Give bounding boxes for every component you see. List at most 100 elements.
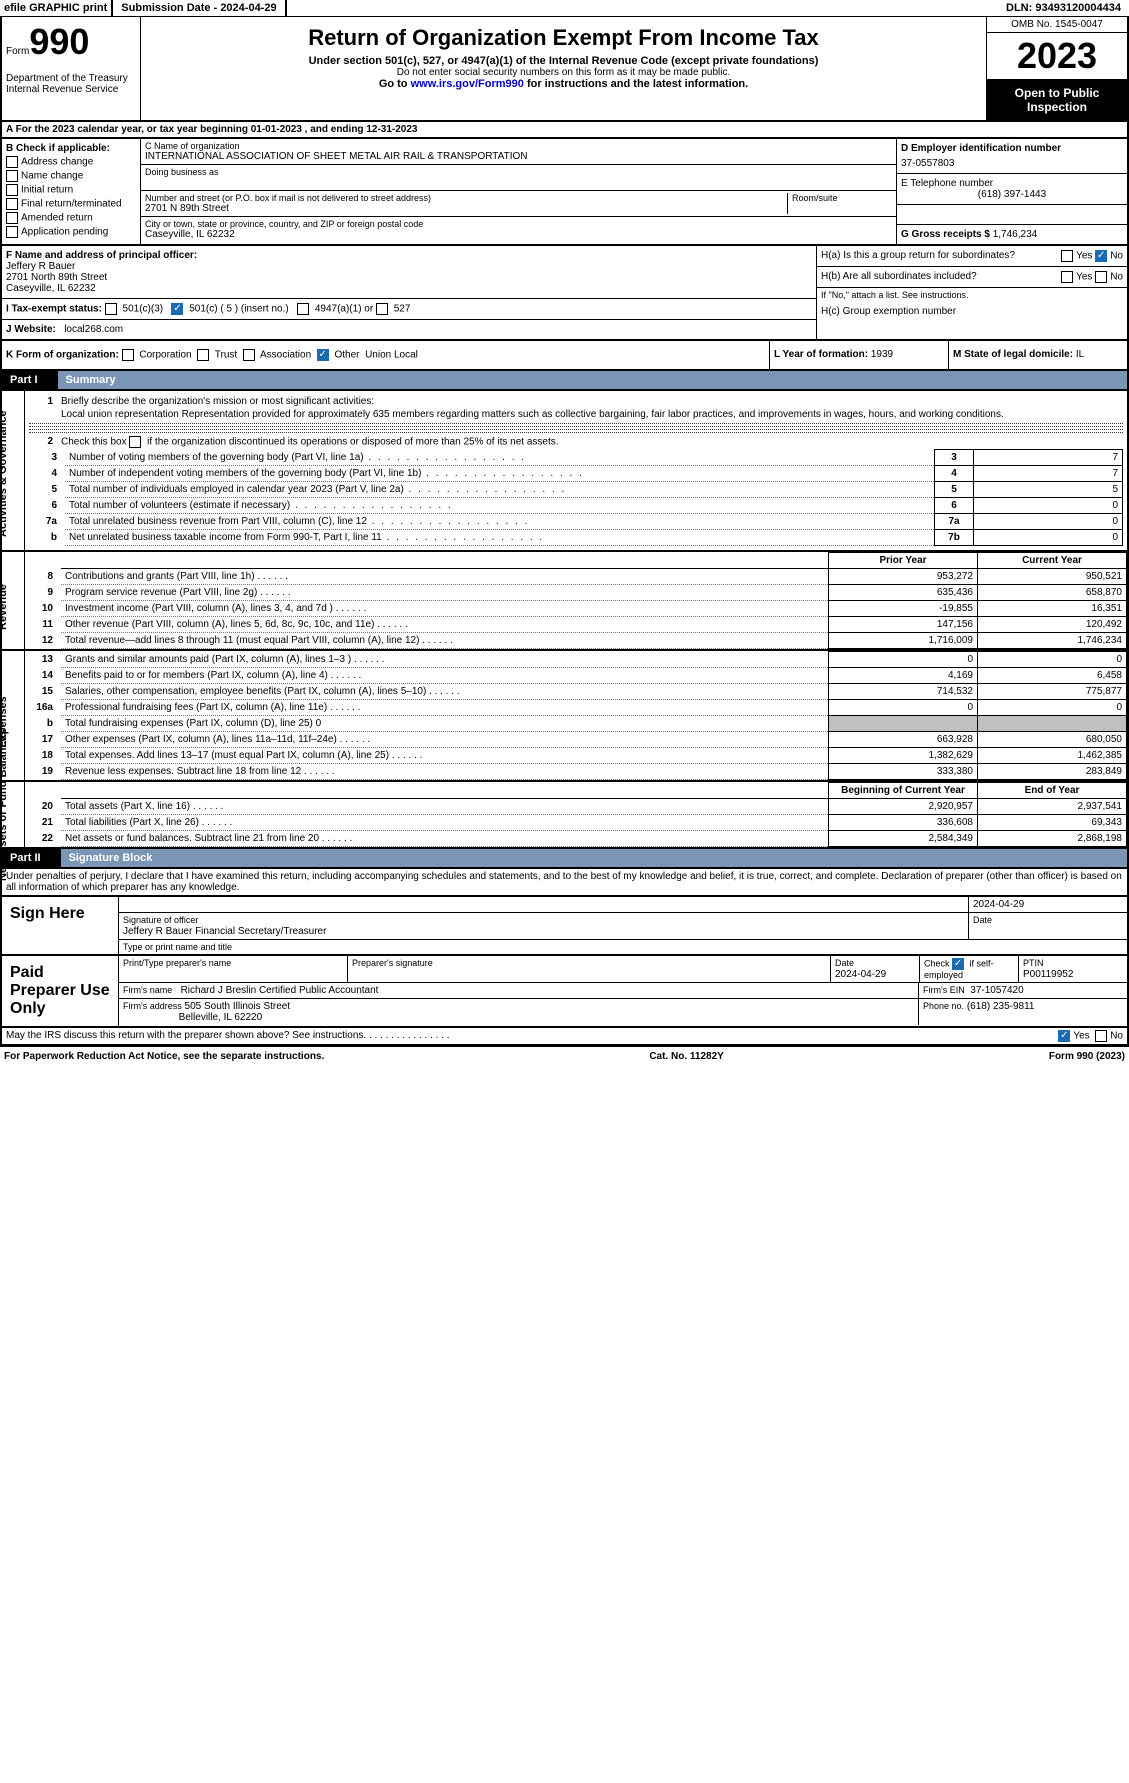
firm-city: Belleville, IL 62220 <box>179 1012 263 1023</box>
checkbox-checked-icon[interactable]: ✓ <box>952 958 964 970</box>
opt-final-return[interactable]: Final return/terminated <box>6 198 136 210</box>
expenses-table: 13 Grants and similar amounts paid (Part… <box>25 651 1127 780</box>
checkbox-icon[interactable] <box>105 303 117 315</box>
hb-label: H(b) Are all subordinates included? <box>821 271 977 283</box>
discuss-text: May the IRS discuss this return with the… <box>6 1030 450 1042</box>
form-header: Form990 Department of the Treasury Inter… <box>0 17 1129 122</box>
discuss-row: May the IRS discuss this return with the… <box>0 1028 1129 1046</box>
prior-value: 4,169 <box>829 668 978 684</box>
prep-sig-label: Preparer's signature <box>348 956 831 982</box>
cat-number: Cat. No. 11282Y <box>649 1051 723 1062</box>
checkbox-icon[interactable] <box>243 349 255 361</box>
section-fh: F Name and address of principal officer:… <box>0 246 1129 341</box>
officer-name-title: Jeffery R Bauer Financial Secretary/Trea… <box>123 926 326 937</box>
opt-address-change[interactable]: Address change <box>6 156 136 168</box>
submission-date: Submission Date - 2024-04-29 <box>111 0 286 16</box>
tax-year: 2023 <box>987 33 1127 80</box>
no-label: No <box>1110 251 1123 262</box>
line-desc: Other expenses (Part IX, column (A), lin… <box>61 732 829 748</box>
row-k-label: K Form of organization: <box>6 350 119 361</box>
checkbox-icon <box>6 170 18 182</box>
vert-label-ag: Activities & Governance <box>2 391 25 550</box>
line-desc: Investment income (Part VIII, column (A)… <box>61 601 829 617</box>
line-num: 20 <box>25 799 61 815</box>
opt-application-pending[interactable]: Application pending <box>6 226 136 238</box>
prior-value: 714,532 <box>829 684 978 700</box>
header-sub2: Do not enter social security numbers on … <box>145 67 982 78</box>
checkbox-icon[interactable] <box>1095 1030 1107 1042</box>
col-header-current: End of Year <box>978 783 1127 799</box>
opt-initial-return[interactable]: Initial return <box>6 184 136 196</box>
current-value: 69,343 <box>978 815 1127 831</box>
line-value: 7 <box>974 466 1123 482</box>
current-value: 0 <box>978 652 1127 668</box>
sign-date: 2024-04-29 <box>969 897 1127 912</box>
ptin-value: P00119952 <box>1023 969 1073 980</box>
col-header-current: Current Year <box>978 553 1127 569</box>
firm-ein: 37-1057420 <box>970 985 1023 996</box>
opt-amended-return[interactable]: Amended return <box>6 212 136 224</box>
hc-label: H(c) Group exemption number <box>817 302 1127 321</box>
opt-label: Address change <box>21 157 93 168</box>
checkbox-checked-icon[interactable]: ✓ <box>171 303 183 315</box>
checkbox-checked-icon[interactable]: ✓ <box>1058 1030 1070 1042</box>
officer-city: Caseyville, IL 62232 <box>6 283 96 294</box>
line-desc: Grants and similar amounts paid (Part IX… <box>61 652 829 668</box>
yes-label: Yes <box>1076 251 1092 262</box>
dept-label: Department of the Treasury Internal Reve… <box>6 73 136 95</box>
part-i-header: Part I Summary <box>0 371 1129 391</box>
line-desc: Total expenses. Add lines 13–17 (must eq… <box>61 748 829 764</box>
line-value: 0 <box>974 514 1123 530</box>
current-value: 283,849 <box>978 764 1127 780</box>
checkbox-checked-icon[interactable]: ✓ <box>1095 250 1107 262</box>
ptin-label: PTIN <box>1023 958 1044 968</box>
opt-name-change[interactable]: Name change <box>6 170 136 182</box>
opt-trust: Trust <box>215 350 237 361</box>
checkbox-icon[interactable] <box>1095 271 1107 283</box>
phone-label: Phone no. <box>923 1001 964 1011</box>
open-to-public: Open to Public Inspection <box>987 80 1127 120</box>
checkbox-icon <box>6 212 18 224</box>
line-desc: Net assets or fund balances. Subtract li… <box>61 831 829 847</box>
row-i-tax-status: I Tax-exempt status: 501(c)(3) ✓ 501(c) … <box>2 299 816 320</box>
irs-link[interactable]: www.irs.gov/Form990 <box>411 78 524 90</box>
opt-527: 527 <box>394 304 411 315</box>
row-m-label: M State of legal domicile: <box>953 349 1073 360</box>
section-b-title: B Check if applicable: <box>6 143 110 154</box>
checkbox-icon[interactable] <box>197 349 209 361</box>
top-bar: efile GRAPHIC print Submission Date - 20… <box>0 0 1129 17</box>
penalties-text: Under penalties of perjury, I declare th… <box>0 869 1129 897</box>
lines-3-7-table: 3 Number of voting members of the govern… <box>29 449 1123 546</box>
line-box: 5 <box>935 482 974 498</box>
current-value: 1,462,385 <box>978 748 1127 764</box>
line-num: 10 <box>25 601 61 617</box>
check-label: Check <box>924 958 950 968</box>
line-num: 1 <box>29 396 61 407</box>
firm-ein-label: Firm's EIN <box>923 985 965 995</box>
line-desc: Number of independent voting members of … <box>65 466 935 482</box>
checkbox-icon[interactable] <box>297 303 309 315</box>
opt-label: Initial return <box>21 185 73 196</box>
revenue-section: Revenue Prior Year Current Year8 Contrib… <box>0 552 1129 651</box>
checkbox-icon[interactable] <box>1061 271 1073 283</box>
checkbox-checked-icon[interactable]: ✓ <box>317 349 329 361</box>
opt-corp: Corporation <box>139 350 191 361</box>
gross-value: 1,746,234 <box>993 229 1038 240</box>
checkbox-icon[interactable] <box>1061 250 1073 262</box>
opt-label: Name change <box>21 171 83 182</box>
checkbox-icon[interactable] <box>376 303 388 315</box>
row-a-calendar-year: A For the 2023 calendar year, or tax yea… <box>0 122 1129 139</box>
line-desc: Total number of individuals employed in … <box>65 482 935 498</box>
checkbox-icon[interactable] <box>129 436 141 448</box>
header-right: OMB No. 1545-0047 2023 Open to Public In… <box>986 17 1127 120</box>
checkbox-icon <box>6 184 18 196</box>
l1-prompt: Briefly describe the organization's miss… <box>61 396 1123 407</box>
checkbox-icon <box>6 198 18 210</box>
prior-value: 147,156 <box>829 617 978 633</box>
line-num: 13 <box>25 652 61 668</box>
prior-value: 663,928 <box>829 732 978 748</box>
line-desc: Professional fundraising fees (Part IX, … <box>61 700 829 716</box>
checkbox-icon[interactable] <box>122 349 134 361</box>
website-label: J Website: <box>6 324 56 335</box>
line-num: 4 <box>29 466 65 482</box>
